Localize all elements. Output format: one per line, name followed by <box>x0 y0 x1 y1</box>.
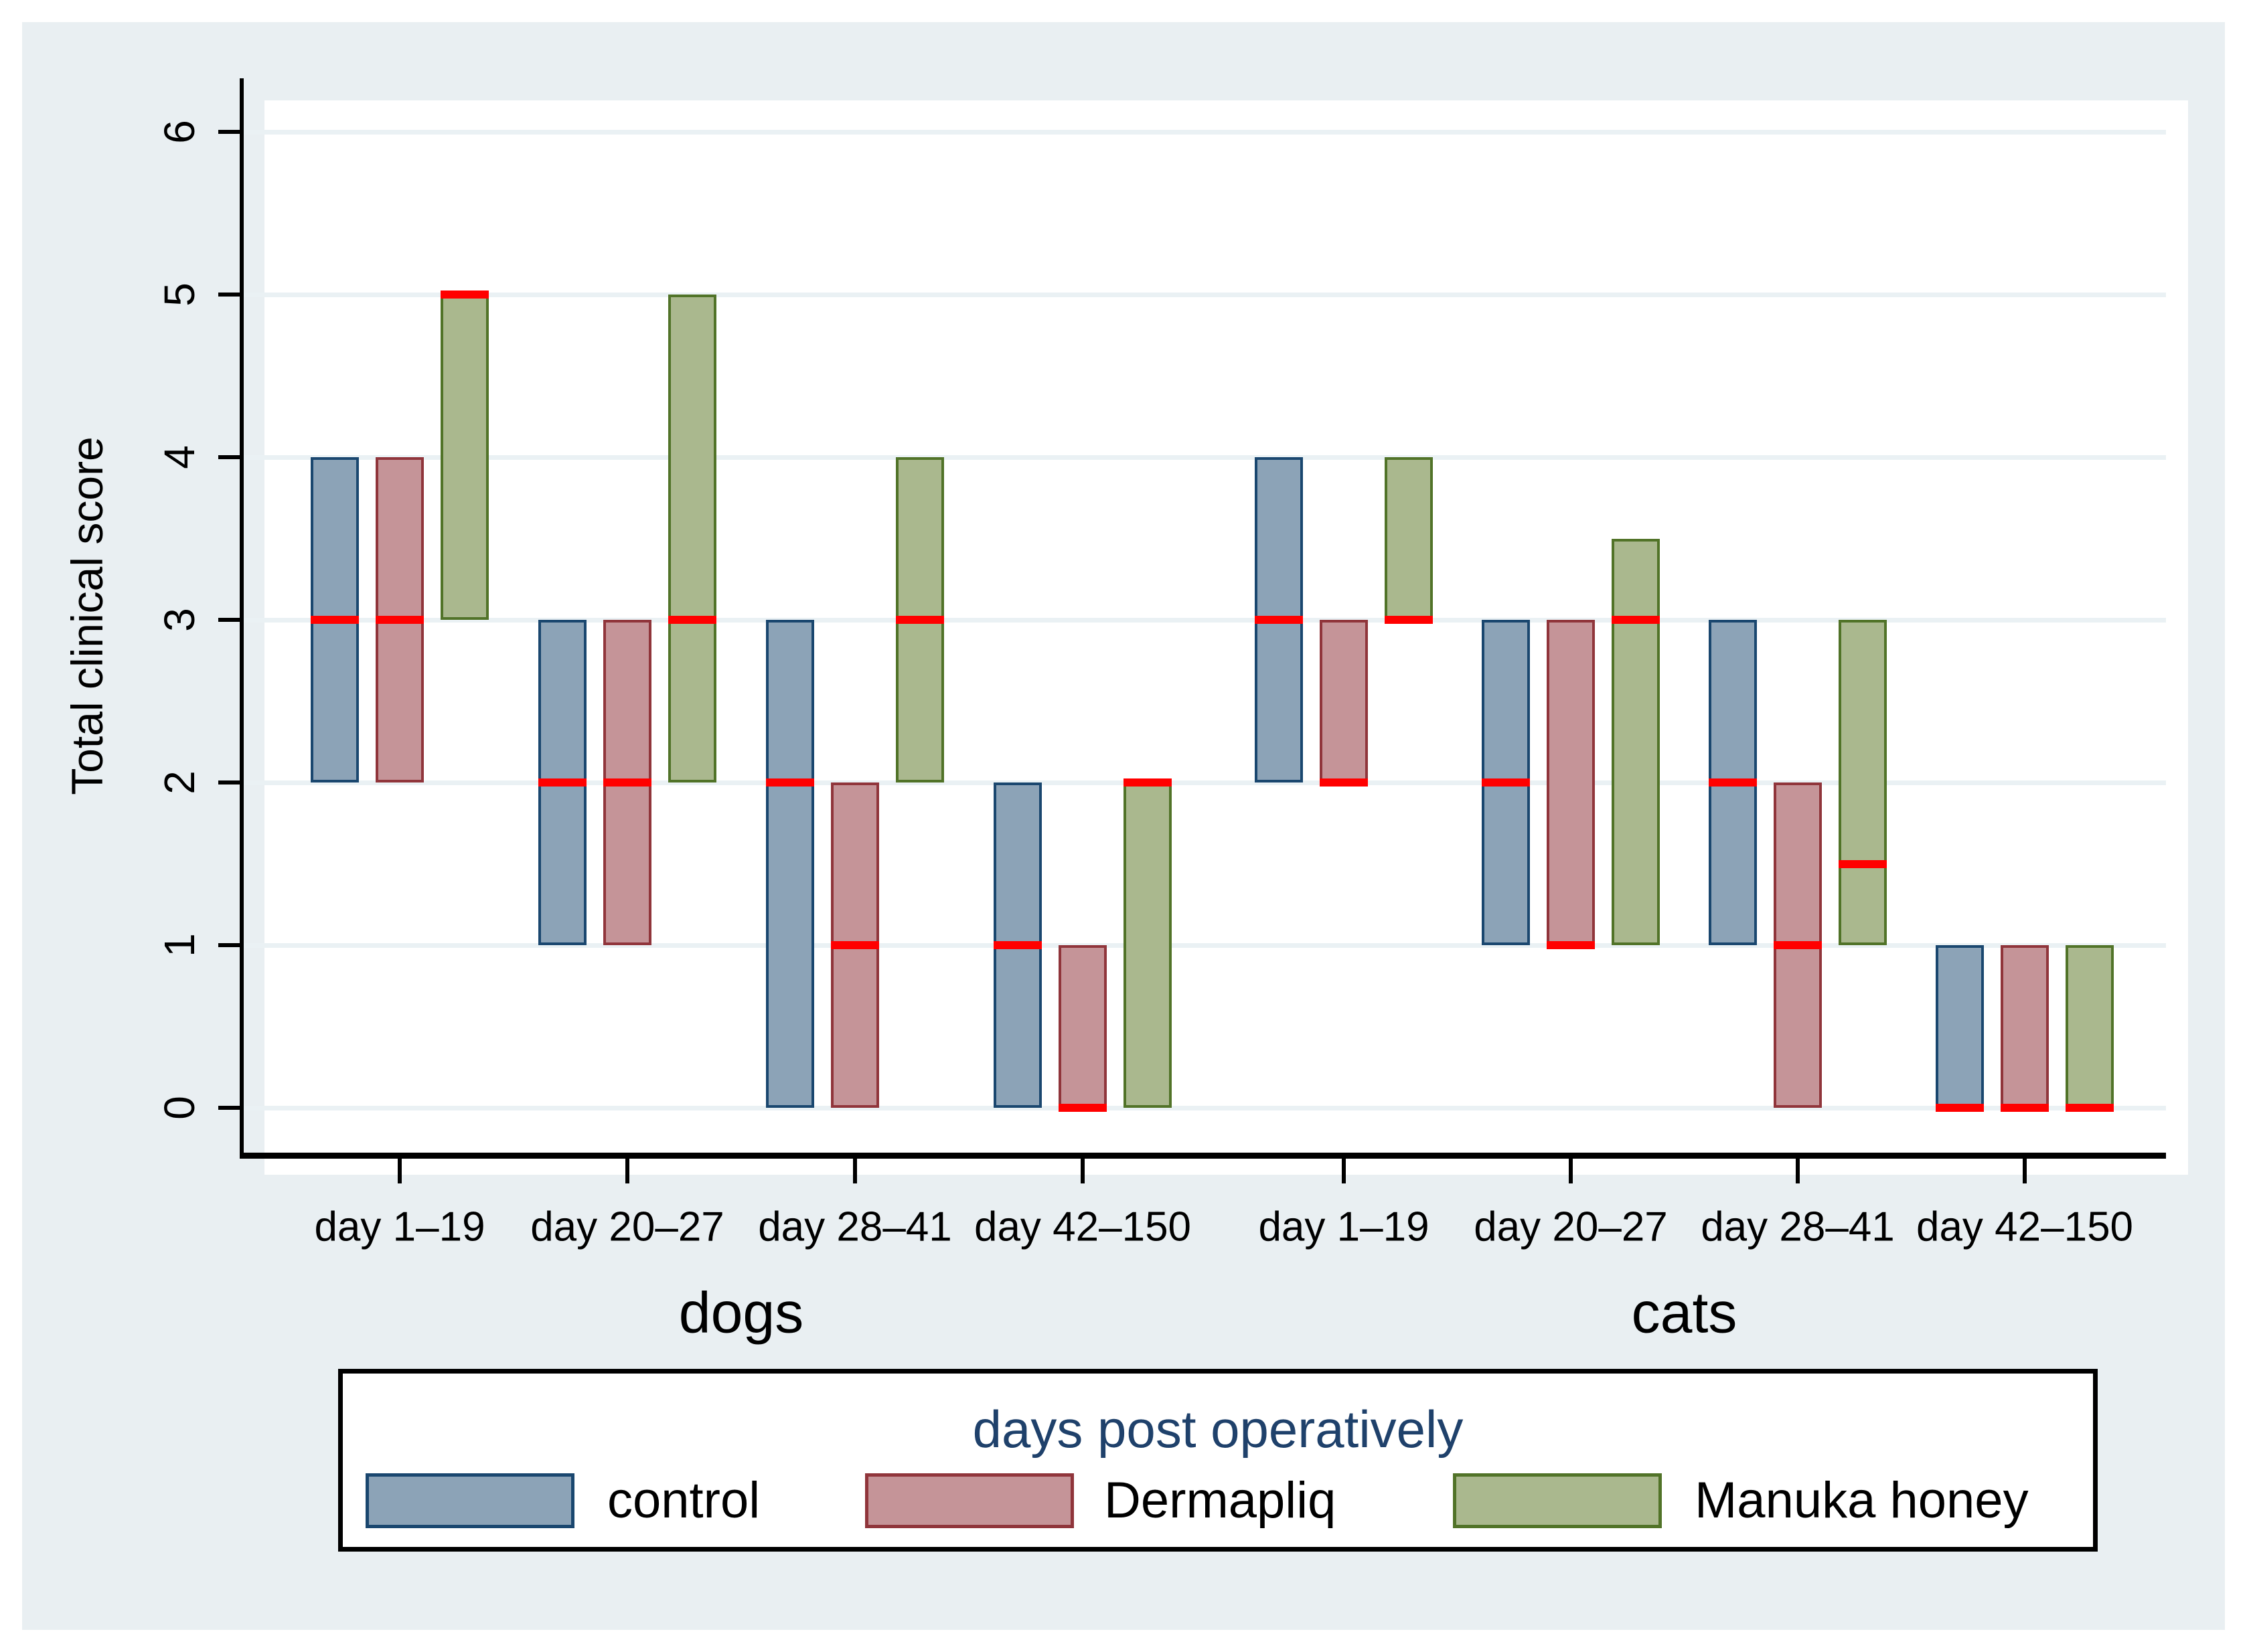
y-tick-label: 3 <box>155 608 204 632</box>
grid-line <box>244 618 2166 623</box>
grid-line <box>244 293 2166 297</box>
x-axis-line <box>240 1153 2166 1159</box>
x-axis-tick <box>853 1159 857 1183</box>
legend-label-control: control <box>607 1472 761 1529</box>
grid-line <box>244 130 2166 135</box>
median-line <box>1936 1104 1984 1112</box>
median-line <box>603 778 651 787</box>
section-label-cats: cats <box>1631 1281 1737 1345</box>
median-line <box>668 616 716 624</box>
median-line <box>1612 616 1660 624</box>
y-axis-tick <box>218 780 240 784</box>
median-line <box>1124 778 1172 787</box>
y-axis-tick <box>218 1106 240 1110</box>
range-bar-control <box>1936 945 1984 1108</box>
y-tick-label: 0 <box>155 1096 204 1120</box>
grid-line <box>244 455 2166 460</box>
y-axis-title: Total clinical score <box>62 436 112 795</box>
x-tick-label: day 42–150 <box>974 1204 1192 1250</box>
median-line <box>1059 1104 1107 1112</box>
y-axis-tick <box>218 943 240 947</box>
median-line <box>1774 941 1822 949</box>
range-bar-dermapliq <box>2001 945 2049 1108</box>
median-line <box>831 941 879 949</box>
x-tick-label: day 28–41 <box>758 1204 952 1250</box>
grid-line <box>244 780 2166 785</box>
median-line <box>1320 778 1368 787</box>
legend-label-dermapliq: Dermapliq <box>1104 1472 1336 1529</box>
section-label-dogs: dogs <box>678 1281 804 1345</box>
x-tick-label: day 1–19 <box>1258 1204 1429 1250</box>
range-bar-manuka-honey <box>1612 538 1660 945</box>
x-axis-tick <box>1342 1159 1346 1183</box>
grid-line <box>244 943 2166 948</box>
x-tick-label: day 28–41 <box>1701 1204 1895 1250</box>
x-tick-label: day 1–19 <box>314 1204 485 1250</box>
y-axis-tick <box>218 455 240 459</box>
median-line <box>311 616 359 624</box>
median-line <box>1839 859 1887 868</box>
range-bar-control <box>766 620 814 1108</box>
y-tick-label: 5 <box>155 282 204 307</box>
range-bar-dermapliq <box>1320 620 1368 782</box>
range-bar-dermapliq <box>1547 620 1595 945</box>
x-axis-tick <box>1569 1159 1573 1183</box>
median-line <box>766 778 814 787</box>
y-axis-tick <box>218 130 240 134</box>
range-bar-manuka-honey <box>1385 457 1433 620</box>
x-axis-tick <box>1796 1159 1800 1183</box>
median-line <box>376 616 424 624</box>
x-axis-tick <box>2023 1159 2027 1183</box>
legend-label-manuka-honey: Manuka honey <box>1695 1472 2029 1529</box>
x-tick-label: day 20–27 <box>1474 1204 1668 1250</box>
y-tick-label: 6 <box>155 120 204 144</box>
median-line <box>994 941 1042 949</box>
median-line <box>896 616 944 624</box>
range-bar-manuka-honey <box>1839 620 1887 945</box>
y-axis-tick <box>218 618 240 622</box>
median-line <box>538 778 587 787</box>
x-axis-tick <box>625 1159 629 1183</box>
y-tick-label: 4 <box>155 445 204 469</box>
range-bar-dermapliq <box>1059 945 1107 1108</box>
legend-swatch-manuka-honey <box>1453 1473 1662 1528</box>
median-line <box>1255 616 1303 624</box>
y-tick-label: 1 <box>155 933 204 957</box>
median-line <box>1709 778 1757 787</box>
range-bar-manuka-honey <box>2066 945 2114 1108</box>
median-line <box>2001 1104 2049 1112</box>
x-axis-tick <box>398 1159 402 1183</box>
median-line <box>2066 1104 2114 1112</box>
x-tick-label: day 42–150 <box>1916 1204 2134 1250</box>
range-bar-manuka-honey <box>668 295 716 782</box>
legend-title: days post operatively <box>972 1400 1464 1459</box>
median-line <box>1547 941 1595 949</box>
y-axis-line <box>240 78 244 1159</box>
legend-swatch-control <box>366 1473 574 1528</box>
y-axis-tick <box>218 293 240 297</box>
x-tick-label: day 20–27 <box>530 1204 724 1250</box>
median-line <box>1385 616 1433 624</box>
range-bar-manuka-honey <box>441 295 489 620</box>
y-tick-label: 2 <box>155 770 204 795</box>
legend-swatch-dermapliq <box>865 1473 1074 1528</box>
median-line <box>1482 778 1530 787</box>
median-line <box>441 291 489 299</box>
range-bar-manuka-honey <box>1124 782 1172 1108</box>
legend: days post operatively control Dermapliq … <box>338 1369 2098 1552</box>
x-axis-tick <box>1081 1159 1085 1183</box>
grid-line <box>244 1106 2166 1110</box>
